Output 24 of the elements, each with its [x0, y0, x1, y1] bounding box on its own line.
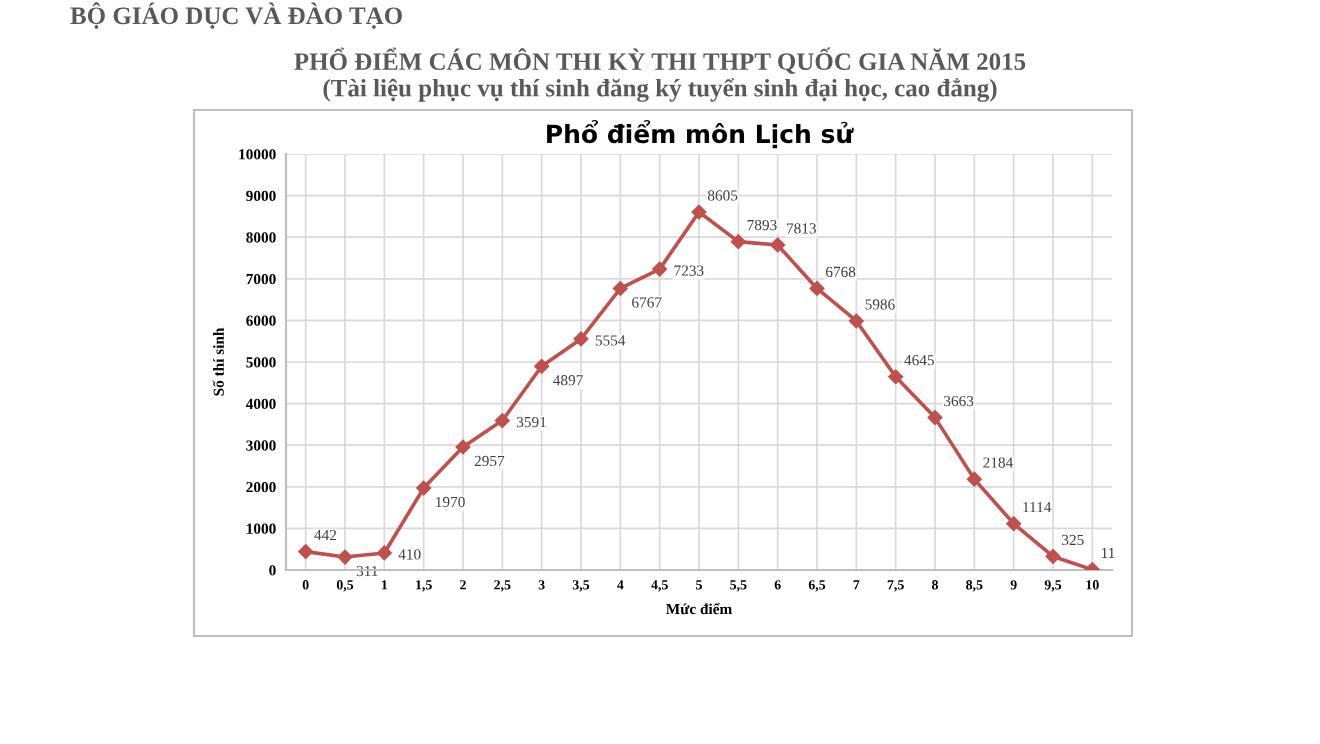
point: [613, 281, 628, 296]
point: [731, 234, 746, 249]
point: [1045, 549, 1061, 564]
point: [416, 480, 431, 496]
point: [455, 439, 471, 455]
point: [888, 369, 903, 385]
text: BỘ GIÁO DỤC VÀ ĐÀO TẠO: [70, 2, 402, 29]
chart-title: Phổ điểm môn Lịch sử: [547, 120, 854, 149]
point: [573, 331, 589, 347]
point: [809, 281, 825, 296]
point: [1006, 516, 1021, 531]
point: [298, 544, 313, 559]
chart-subtitle: PHỔ ĐIỂM CÁC MÔN THI KỲ THI THPT QUỐC GIA NĂM 2015: [294, 47, 1026, 74]
point: [927, 410, 943, 425]
point: [337, 549, 353, 565]
point: [652, 261, 667, 277]
text: (Tài liệu phục vụ thí sinh đăng ký tuyển sinh đại học, cao đẳng): [323, 78, 997, 102]
point: [967, 471, 982, 487]
point: [495, 413, 510, 428]
point: [849, 313, 864, 329]
point: [770, 237, 785, 253]
point: [691, 204, 707, 220]
point: [377, 545, 392, 561]
point: [534, 359, 549, 374]
